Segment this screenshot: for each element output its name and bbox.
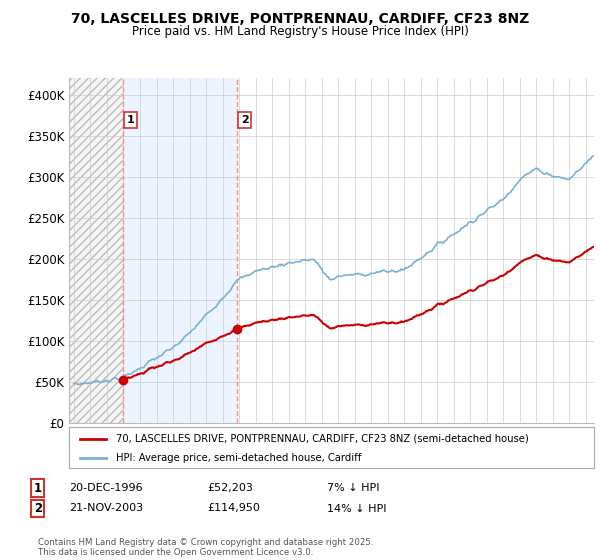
Text: 14% ↓ HPI: 14% ↓ HPI <box>327 503 386 514</box>
Text: 2: 2 <box>241 115 248 125</box>
Text: Price paid vs. HM Land Registry's House Price Index (HPI): Price paid vs. HM Land Registry's House … <box>131 25 469 38</box>
Text: Contains HM Land Registry data © Crown copyright and database right 2025.
This d: Contains HM Land Registry data © Crown c… <box>38 538 373 557</box>
Text: £114,950: £114,950 <box>207 503 260 514</box>
Text: 70, LASCELLES DRIVE, PONTPRENNAU, CARDIFF, CF23 8NZ: 70, LASCELLES DRIVE, PONTPRENNAU, CARDIF… <box>71 12 529 26</box>
Text: 2: 2 <box>34 502 42 515</box>
Text: 20-DEC-1996: 20-DEC-1996 <box>69 483 143 493</box>
Bar <box>123 78 238 423</box>
Bar <box>69 78 123 423</box>
Text: 7% ↓ HPI: 7% ↓ HPI <box>327 483 380 493</box>
Text: 70, LASCELLES DRIVE, PONTPRENNAU, CARDIFF, CF23 8NZ (semi-detached house): 70, LASCELLES DRIVE, PONTPRENNAU, CARDIF… <box>116 433 529 444</box>
Text: 1: 1 <box>126 115 134 125</box>
Text: 21-NOV-2003: 21-NOV-2003 <box>69 503 143 514</box>
Text: £52,203: £52,203 <box>207 483 253 493</box>
Text: HPI: Average price, semi-detached house, Cardiff: HPI: Average price, semi-detached house,… <box>116 452 362 463</box>
Text: 1: 1 <box>34 482 42 495</box>
